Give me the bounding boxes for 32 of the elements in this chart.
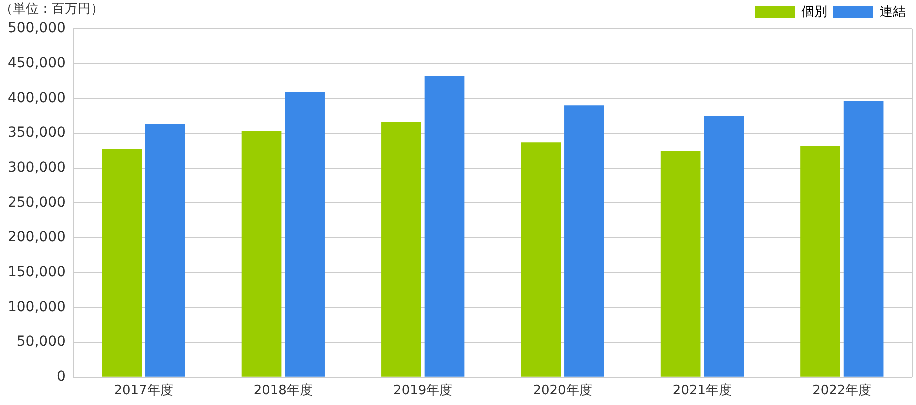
y-tick-label: 200,000 <box>8 230 66 246</box>
y-tick-label: 250,000 <box>8 194 66 211</box>
bar <box>145 124 186 377</box>
y-tick-label: 500,000 <box>8 20 66 37</box>
y-tick-label: 100,000 <box>8 299 66 316</box>
x-tick-label: 2021年度 <box>672 382 732 399</box>
bar <box>242 131 282 377</box>
bar <box>564 106 604 377</box>
bar <box>844 101 884 377</box>
bar <box>521 142 562 377</box>
bar <box>660 150 701 377</box>
bar <box>424 76 465 377</box>
y-tick-label: 300,000 <box>8 160 66 176</box>
x-tick-label: 2020年度 <box>533 382 592 399</box>
x-tick-label: 2017年度 <box>114 382 174 399</box>
y-tick-label: 350,000 <box>8 125 66 142</box>
y-tick-label: 450,000 <box>8 55 66 72</box>
bar <box>102 150 142 377</box>
bar <box>285 92 325 377</box>
legend-label: 連結 <box>880 4 906 20</box>
y-tick-label: 150,000 <box>8 264 66 281</box>
y-tick-label: 0 <box>56 369 66 386</box>
bar <box>382 122 422 377</box>
x-tick-label: 2018年度 <box>254 382 313 399</box>
y-tick-label: 50,000 <box>16 334 66 350</box>
y-axis-title: （単位：百万円） <box>0 1 104 18</box>
bar <box>800 146 840 377</box>
x-tick-label: 2022年度 <box>812 382 872 399</box>
bar <box>704 116 744 377</box>
x-tick-label: 2019年度 <box>394 382 453 399</box>
y-tick-label: 400,000 <box>8 90 66 106</box>
legend-label: 個別 <box>802 4 828 20</box>
